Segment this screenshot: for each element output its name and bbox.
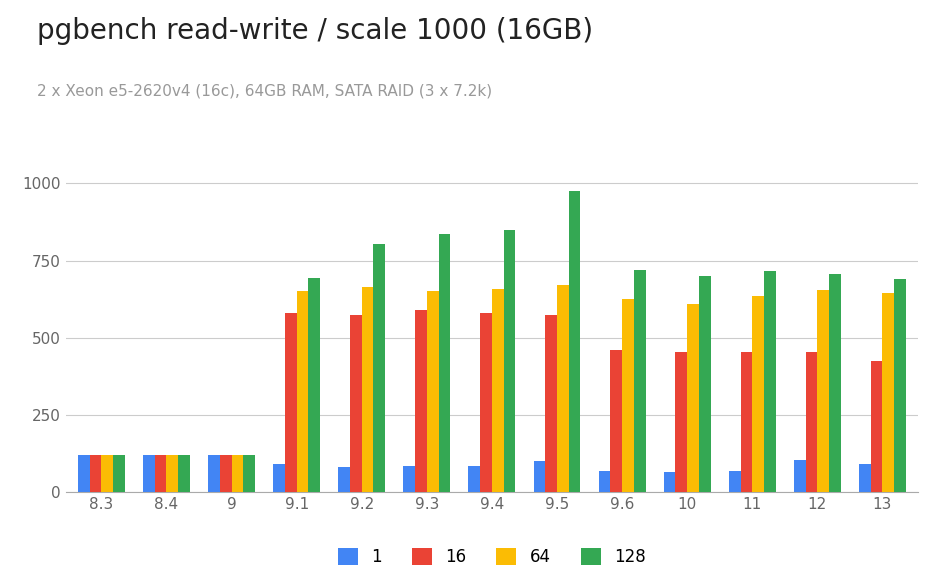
Bar [805,351,816,492]
Bar [350,314,361,492]
Bar [763,272,775,492]
Bar [90,455,101,492]
Bar [285,313,297,492]
Bar [882,293,893,492]
Bar [533,461,545,492]
Bar [698,276,709,492]
Bar [427,291,438,492]
Bar [491,289,504,492]
Bar [568,191,579,492]
Bar [598,471,609,492]
Bar [893,279,905,492]
Bar [167,455,178,492]
Bar [297,291,308,492]
Text: pgbench read-write / scale 1000 (16GB): pgbench read-write / scale 1000 (16GB) [37,17,593,45]
Bar [545,314,556,492]
Bar [338,467,350,492]
Bar [143,455,154,492]
Legend: 1, 16, 64, 128: 1, 16, 64, 128 [329,540,653,574]
Bar [479,313,491,492]
Bar [438,234,450,492]
Bar [504,230,515,492]
Bar [858,464,870,492]
Bar [816,290,828,492]
Bar [178,455,190,492]
Bar [793,460,805,492]
Bar [78,455,90,492]
Bar [609,350,622,492]
Bar [308,277,320,492]
Bar [208,455,220,492]
Bar [113,455,124,492]
Bar [686,304,698,492]
Bar [622,299,633,492]
Bar [739,351,752,492]
Bar [663,472,675,492]
Bar [243,455,255,492]
Bar [752,296,763,492]
Bar [361,287,373,492]
Bar [101,455,113,492]
Text: 2 x Xeon e5-2620v4 (16c), 64GB RAM, SATA RAID (3 x 7.2k): 2 x Xeon e5-2620v4 (16c), 64GB RAM, SATA… [37,84,492,99]
Bar [728,471,739,492]
Bar [556,285,568,492]
Bar [373,244,385,492]
Bar [273,464,285,492]
Bar [220,455,231,492]
Bar [828,274,840,492]
Bar [633,270,645,492]
Bar [403,466,415,492]
Bar [675,351,686,492]
Bar [154,455,167,492]
Bar [468,466,479,492]
Bar [415,310,427,492]
Bar [870,361,882,492]
Bar [231,455,243,492]
